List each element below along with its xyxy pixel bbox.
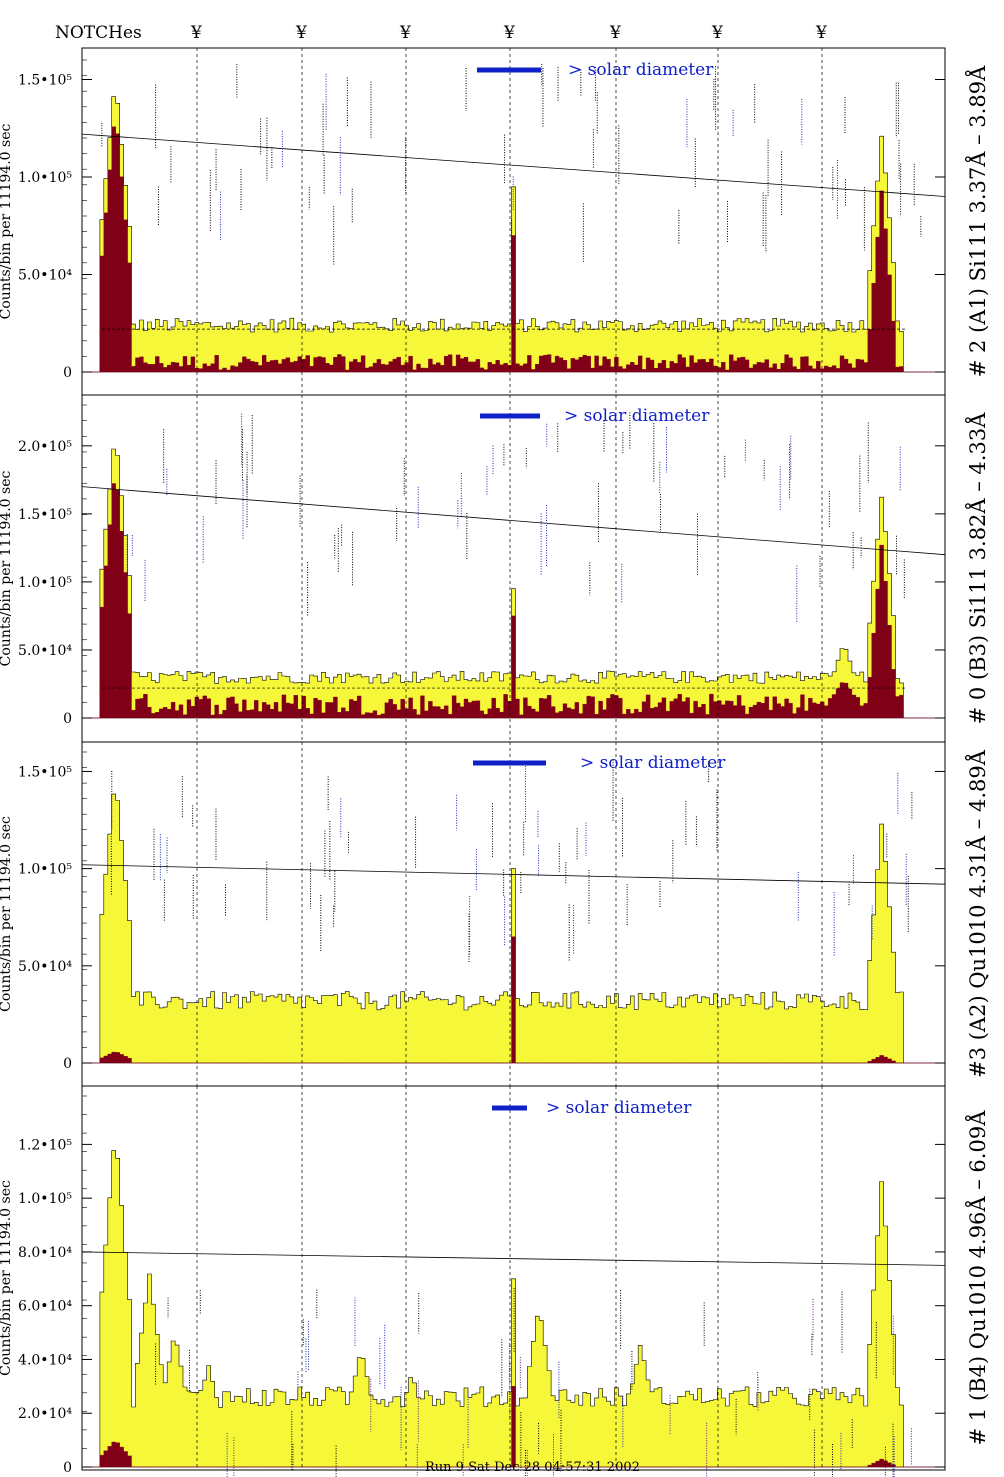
ytick-label: 1.5•10⁵: [18, 764, 72, 780]
trend-line: [81, 486, 946, 556]
y-axis-label: Counts/bin per 11194.0 sec: [0, 124, 14, 320]
panel-frame: [81, 1085, 946, 1471]
ytick-label: 1.0•10⁵: [18, 575, 72, 591]
ytick-label: 6.0•10⁴: [18, 1299, 72, 1315]
panels: 0 5.0•10⁴ 1.0•10⁵ 1.5•10⁵ Counts/bin per 111…: [0, 47, 990, 1477]
trend-line: [81, 864, 946, 885]
legend-label: > solar diameter: [564, 406, 710, 426]
ytick-label: 0: [63, 711, 72, 727]
ytick-label: 0: [63, 1460, 72, 1476]
ytick-label: 1.0•10⁵: [18, 862, 72, 878]
ytick-label: 4.0•10⁴: [18, 1352, 72, 1368]
y-axis-label: Counts/bin per 11194.0 sec: [0, 816, 14, 1012]
panel-title: # 1 (B4) Qu1010 4.96Å – 6.09Å: [965, 1110, 990, 1446]
ytick-label: 5.0•10⁴: [18, 959, 72, 975]
notch-marker: ¥: [503, 23, 515, 43]
legend-label: > solar diameter: [580, 753, 726, 773]
ytick-label: 2.0•10⁵: [18, 439, 72, 455]
ytick-label: 1.5•10⁵: [18, 73, 72, 89]
notch-marker: ¥: [609, 23, 621, 43]
ytick-label: 5.0•10⁴: [18, 643, 72, 659]
series-total: [88, 96, 939, 373]
notch-marker: ¥: [190, 23, 202, 43]
trend-line: [81, 133, 946, 197]
annotation-ticks: [110, 759, 913, 963]
ytick-label: 1.2•10⁵: [18, 1137, 72, 1153]
ytick-label: 8.0•10⁴: [18, 1245, 72, 1261]
legend-label: > solar diameter: [546, 1098, 692, 1118]
annotation-ticks: [155, 1288, 912, 1477]
series-solar: [88, 936, 939, 1064]
ytick-label: 1.0•10⁵: [18, 1191, 72, 1207]
ytick-label: 1.5•10⁵: [18, 507, 72, 523]
ytick-label: 1.0•10⁵: [18, 170, 72, 186]
panel-title: # 0 (B3) Si111 3.82Å – 4.33Å: [965, 412, 990, 725]
annotation-ticks: [126, 412, 905, 623]
panel-1: 0 5.0•10⁴ 1.0•10⁵ 1.5•10⁵ 2.0•10⁵ Counts/bin …: [0, 394, 990, 743]
series-total: [88, 1150, 939, 1468]
notch-marker: ¥: [711, 23, 723, 43]
y-axis-label: Counts/bin per 11194.0 sec: [0, 1180, 14, 1376]
footer-timestamp: Run 9 Sat Dec 28 04:57:31 2002: [425, 1460, 640, 1475]
notch-marker: ¥: [399, 23, 411, 43]
series-solar: [88, 1386, 939, 1468]
ytick-label: 5.0•10⁴: [18, 268, 72, 284]
annotation-ticks: [101, 63, 922, 277]
panel-2: 0 5.0•10⁴ 1.0•10⁵ 1.5•10⁵ Counts/bin per 111…: [0, 741, 990, 1087]
notch-marker: ¥: [295, 23, 307, 43]
ytick-label: 2.0•10⁴: [18, 1406, 72, 1422]
panel-0: 0 5.0•10⁴ 1.0•10⁵ 1.5•10⁵ Counts/bin per 111…: [0, 47, 990, 396]
series-solar: [88, 126, 939, 373]
panel-title: # 2 (A1) Si111 3.37Å – 3.89Å: [965, 65, 990, 377]
notch-marks: ¥ ¥ ¥ ¥ ¥ ¥ ¥: [190, 23, 827, 43]
series-solar: [88, 483, 939, 719]
panel-title: #3 (A2) Qu1010 4.31Å – 4.89Å: [965, 749, 990, 1078]
ytick-label: 0: [63, 365, 72, 381]
legend-label: > solar diameter: [568, 60, 714, 80]
series-total: [88, 793, 939, 1064]
y-axis-label: Counts/bin per 11194.0 sec: [0, 471, 14, 667]
ytick-label: 0: [63, 1056, 72, 1072]
panel-3: 0 2.0•10⁴ 4.0•10⁴ 6.0•10⁴ 8.0•10⁴ 1.0•10⁵ 1.2•…: [0, 1085, 990, 1477]
notch-marker: ¥: [815, 23, 827, 43]
trend-line: [81, 1251, 946, 1266]
notches-label: NOTCHes: [55, 23, 142, 43]
